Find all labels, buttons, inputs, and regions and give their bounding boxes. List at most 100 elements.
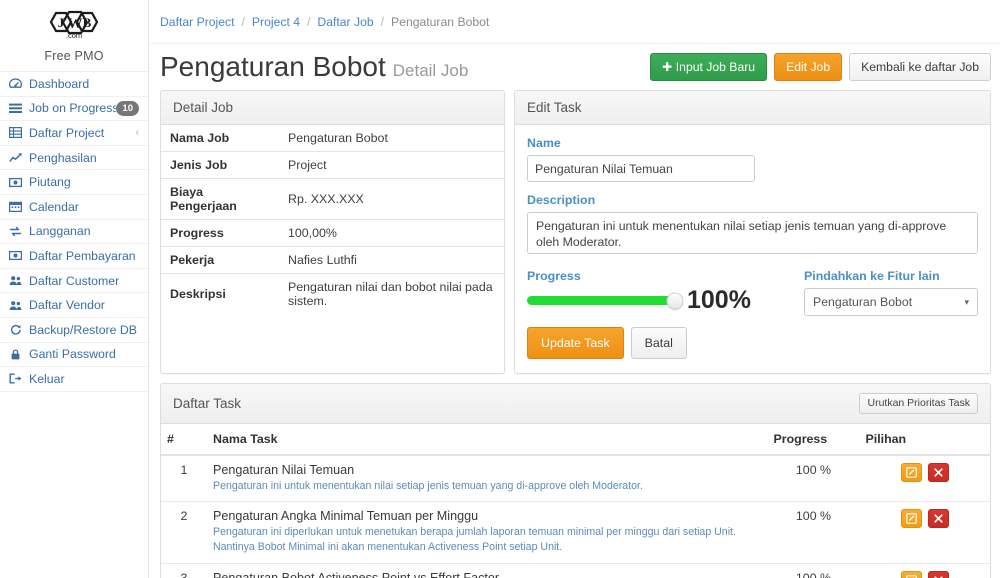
detail-key: Biaya Pengerjaan <box>161 178 279 220</box>
sidebar-item-label: Backup/Restore DB <box>29 322 137 337</box>
task-description-textarea[interactable]: Pengaturan ini untuk menentukan nilai se… <box>527 212 978 254</box>
edit-task-heading: Edit Task <box>515 91 990 125</box>
sidebar-item-label: Piutang <box>29 175 71 190</box>
input-job-baru-button[interactable]: ✚ Input Job Baru <box>650 52 768 82</box>
task-actions <box>859 455 990 502</box>
pencil-square-icon[interactable] <box>900 462 922 482</box>
sidebar-item-job-on-progress[interactable]: Job on Progress 10 <box>0 97 148 122</box>
page-subtitle: Detail Job <box>392 61 469 80</box>
progress-percent-value: 100% <box>687 286 751 314</box>
col-header-name: Nama Task <box>207 423 768 456</box>
money-icon <box>9 250 24 261</box>
progress-slider-row: 100% <box>527 288 782 313</box>
sidebar-item-calendar[interactable]: Calendar <box>0 195 148 220</box>
sidebar-item-piutang[interactable]: Piutang <box>0 170 148 195</box>
refresh-icon <box>9 324 24 335</box>
svg-text:J: J <box>58 15 65 30</box>
sidebar-item-label: Daftar Customer <box>29 273 120 288</box>
move-feature-selected-value: Pengaturan Bobot <box>813 295 913 309</box>
breadcrumb-link-daftar-job[interactable]: Daftar Job <box>317 14 374 29</box>
task-list-heading: Daftar Task <box>173 395 242 411</box>
main-content: Daftar Project / Project 4 / Daftar Job … <box>149 0 1000 578</box>
description-label: Description <box>527 193 596 207</box>
close-x-icon[interactable] <box>927 508 949 528</box>
sidebar-item-daftar-customer[interactable]: Daftar Customer <box>0 269 148 294</box>
sidebar-item-keluar[interactable]: Keluar <box>0 367 148 392</box>
detail-value: Nafies Luthfi <box>279 246 504 274</box>
task-num: 1 <box>180 462 188 477</box>
sidebar-item-label: Daftar Vendor <box>29 298 105 313</box>
move-feature-label: Pindahkan ke Fitur lain <box>804 269 940 283</box>
table-row: Jenis Job Project <box>161 151 504 179</box>
progress-slider[interactable] <box>527 292 684 309</box>
page-title: Pengaturan Bobot Detail Job <box>160 51 468 83</box>
edit-task-buttons: Update Task Batal <box>527 327 782 359</box>
svg-text:.com: .com <box>66 31 82 40</box>
table-row: Biaya Pengerjaan Rp. XXX.XXX <box>161 178 504 220</box>
edit-job-button[interactable]: Edit Job <box>774 52 843 82</box>
sidebar-item-dashboard[interactable]: Dashboard <box>0 72 148 97</box>
sidebar-item-penghasilan[interactable]: Penghasilan <box>0 146 148 171</box>
svg-text:B: B <box>83 15 92 30</box>
task-name-input[interactable] <box>527 155 755 182</box>
name-label: Name <box>527 136 561 150</box>
sidebar-item-daftar-project[interactable]: Daftar Project ‹ <box>0 121 148 146</box>
table-row: Progress 100,00% <box>161 219 504 247</box>
table-icon <box>9 127 24 139</box>
sidebar-item-label: Keluar <box>29 371 65 386</box>
dashboard-icon <box>9 78 24 89</box>
task-table: # Nama Task Progress Pilihan 1 Pengatura… <box>161 423 990 578</box>
sort-priority-task-button-top[interactable]: Urutkan Prioritas Task <box>859 393 978 414</box>
sidebar-item-label: Daftar Project <box>29 125 105 140</box>
chart-line-icon <box>9 152 24 163</box>
detail-key: Progress <box>161 219 279 247</box>
table-row: Deskripsi Pengaturan nilai dan bobot nil… <box>161 273 504 314</box>
plus-icon: ✚ <box>662 59 673 74</box>
users-icon <box>9 300 24 311</box>
sidebar-item-label: Dashboard <box>29 76 90 91</box>
top-panels-row: Detail Job Nama Job Pengaturan Bobot Jen… <box>160 90 991 383</box>
task-num: 3 <box>161 562 207 578</box>
progress-label: Progress <box>527 269 581 283</box>
detail-key: Deskripsi <box>161 273 279 314</box>
col-header-progress: Progress <box>767 423 860 456</box>
page-header: Pengaturan Bobot Detail Job ✚ Input Job B… <box>149 44 1000 90</box>
close-x-icon[interactable] <box>927 462 949 482</box>
chevron-left-icon: ‹ <box>135 127 139 139</box>
content-area: Detail Job Nama Job Pengaturan Bobot Jen… <box>149 90 1000 578</box>
pencil-square-icon[interactable] <box>900 508 922 528</box>
detail-value: Project <box>279 151 504 179</box>
task-name: Pengaturan Angka Minimal Temuan per Ming… <box>213 508 479 523</box>
input-job-baru-label: Input Job Baru <box>675 59 756 74</box>
edit-task-panel: Edit Task Name Description Pengaturan in… <box>514 90 991 374</box>
sidebar-item-daftar-vendor[interactable]: Daftar Vendor <box>0 293 148 318</box>
task-name-cell: Pengaturan Nilai Temuan Pengaturan ini u… <box>207 455 767 502</box>
pencil-square-icon[interactable] <box>900 570 922 578</box>
sidebar-item-label: Langganan <box>29 224 91 239</box>
task-description: Pengaturan ini diperlukan untuk menetuka… <box>213 525 736 554</box>
back-to-job-list-button[interactable]: Kembali ke daftar Job <box>849 52 991 82</box>
task-table-body: 1 Pengaturan Nilai Temuan Pengaturan ini… <box>161 455 990 578</box>
task-description: Pengaturan ini untuk menentukan nilai se… <box>213 479 643 492</box>
job-on-progress-badge: 10 <box>116 100 139 117</box>
detail-key: Pekerja <box>161 246 279 274</box>
close-x-icon[interactable] <box>927 570 949 578</box>
brand-logo-block: J W B .com Free PMO <box>0 0 148 72</box>
table-row: Nama Job Pengaturan Bobot <box>161 125 504 152</box>
sidebar-item-langganan[interactable]: Langganan <box>0 220 148 245</box>
detail-key: Nama Job <box>170 131 230 145</box>
breadcrumb-link-project-4[interactable]: Project 4 <box>251 14 301 29</box>
move-feature-select[interactable]: Pengaturan Bobot ▾ <box>804 288 978 316</box>
sidebar-item-backup-restore-db[interactable]: Backup/Restore DB <box>0 318 148 343</box>
detail-key: Jenis Job <box>161 151 279 179</box>
progress-slider-handle[interactable] <box>666 292 684 309</box>
sidebar-item-ganti-password[interactable]: Ganti Password <box>0 343 148 368</box>
update-task-button[interactable]: Update Task <box>527 327 624 359</box>
cancel-button[interactable]: Batal <box>630 327 687 359</box>
task-name-cell: Pengaturan Angka Minimal Temuan per Ming… <box>207 500 768 564</box>
chevron-down-icon: ▾ <box>964 296 969 307</box>
tasks-icon <box>9 103 24 114</box>
sidebar-item-label: Penghasilan <box>29 150 97 165</box>
sidebar-item-daftar-pembayaran[interactable]: Daftar Pembayaran <box>0 244 148 269</box>
breadcrumb-link-daftar-project[interactable]: Daftar Project <box>160 14 235 29</box>
